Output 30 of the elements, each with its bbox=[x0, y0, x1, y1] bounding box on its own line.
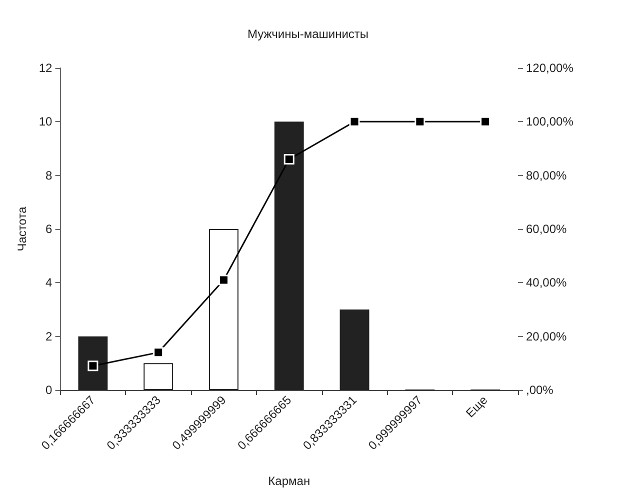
bar bbox=[274, 122, 304, 390]
y2-tick-label: 80,00% bbox=[526, 168, 568, 182]
bar bbox=[209, 229, 238, 390]
y2-tick-label: 20,00% bbox=[526, 329, 568, 344]
y-tick-label: 6 bbox=[46, 222, 53, 236]
y-axis-title: Частота bbox=[15, 206, 29, 252]
x-tick-label: Еще bbox=[463, 392, 490, 420]
y2-tick-label: 40,00% bbox=[526, 276, 568, 290]
y2-tick-label: 60,00% bbox=[526, 222, 568, 236]
point bbox=[349, 116, 360, 127]
point bbox=[480, 116, 491, 127]
y-tick-label: 12 bbox=[38, 61, 53, 75]
x-axis-title: Карман bbox=[268, 474, 310, 488]
point bbox=[88, 360, 98, 372]
point bbox=[414, 116, 426, 127]
bar bbox=[78, 336, 108, 390]
point bbox=[153, 347, 164, 358]
y-tick-label: 10 bbox=[38, 114, 53, 129]
bar bbox=[144, 363, 174, 390]
point bbox=[218, 274, 229, 286]
y-tick-label: 0 bbox=[46, 383, 53, 397]
point bbox=[284, 154, 294, 164]
bar bbox=[340, 310, 370, 390]
y2-tick-label: 100,00% bbox=[526, 114, 574, 129]
y2-tick-label: ,00% bbox=[526, 383, 554, 397]
chart-title: Мужчины-машинисты bbox=[247, 27, 369, 41]
y-tick-label: 2 bbox=[46, 329, 53, 344]
y-tick-label: 4 bbox=[46, 276, 53, 290]
y2-tick-label: 120,00% bbox=[526, 61, 574, 75]
y-tick-label: 8 bbox=[46, 168, 53, 182]
